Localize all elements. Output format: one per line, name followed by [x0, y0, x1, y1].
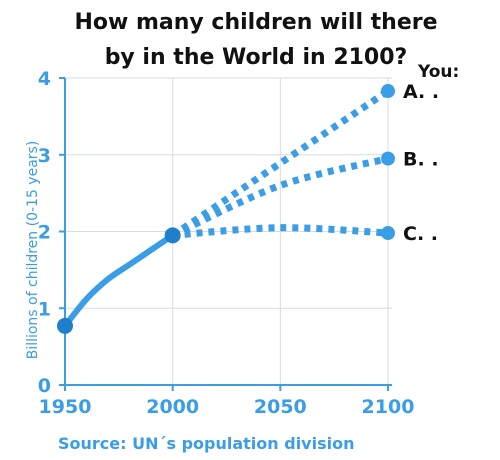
endpoint-labels: A. . B. . C. .: [403, 81, 439, 245]
tick-labels: 0 1 2 3 4 1950 2000 2050 2100: [38, 68, 415, 418]
prompt-label: You:: [417, 62, 459, 82]
chart-title-line-1: How many children will there: [74, 10, 437, 35]
endpoint-label-1: B. .: [403, 149, 439, 171]
y-tick-label: 1: [38, 298, 51, 320]
endpoint-marker-1: [381, 151, 395, 166]
series-line-3: [172, 224, 389, 239]
y-tick-label: 0: [38, 375, 51, 397]
junction-point-marker: [164, 227, 181, 244]
series-line-0: [62, 232, 176, 329]
x-tick-label: 1950: [39, 396, 92, 418]
series: [62, 88, 390, 329]
y-tick-label: 3: [38, 145, 51, 167]
chart-title-line-2: by in the World in 2100?: [105, 45, 408, 70]
x-tick-label: 2000: [146, 396, 199, 418]
source-note: Source: UN´s population division: [58, 434, 354, 453]
y-axis-label: Billions of children (0-15 years): [25, 141, 41, 360]
endpoint-label-2: C. .: [403, 223, 438, 245]
endpoint-label-0: A. .: [403, 81, 439, 103]
endpoint-marker-2: [381, 226, 395, 241]
x-tick-label: 2100: [362, 396, 415, 418]
start-point-marker: [57, 317, 73, 334]
endpoint-marker-0: [381, 84, 395, 99]
y-tick-label: 2: [38, 222, 51, 244]
series-line-1: [170, 88, 390, 239]
series-line-2: [171, 155, 389, 239]
x-tick-label: 2050: [254, 396, 307, 418]
markers: [57, 84, 395, 334]
y-tick-label: 4: [38, 68, 51, 90]
